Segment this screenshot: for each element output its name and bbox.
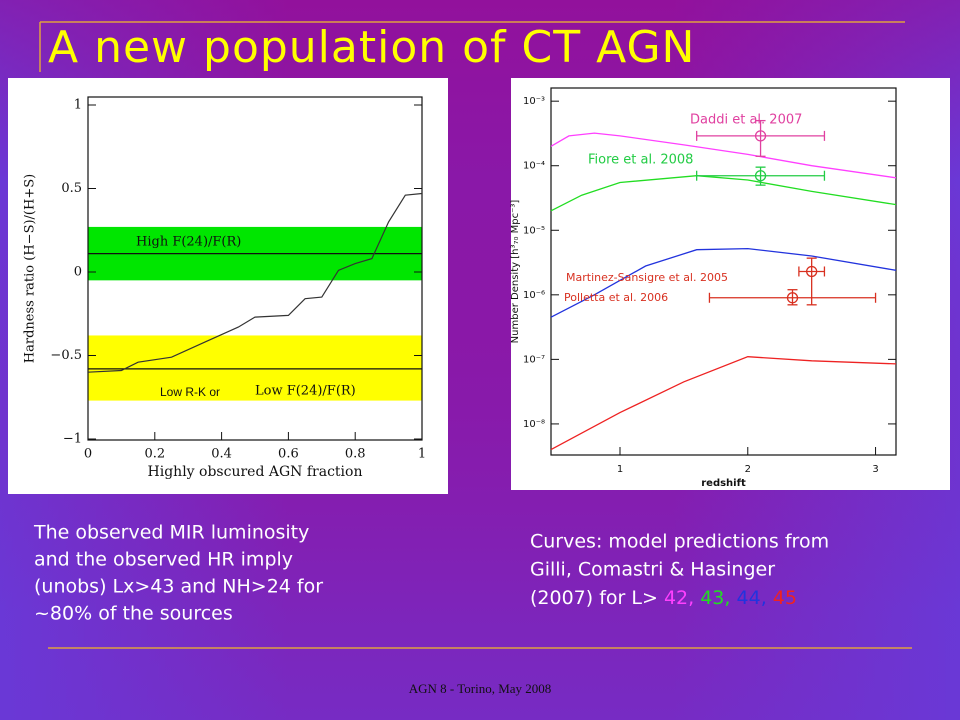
y-tick-label: −0.5 — [50, 348, 82, 363]
caption-model: 42 — [664, 587, 688, 609]
x-tick-label: 0.4 — [211, 447, 232, 462]
y-tick-label: 0 — [74, 265, 82, 280]
data-line — [550, 356, 897, 451]
x-tick-label: 1 — [617, 464, 623, 475]
data-point — [754, 130, 767, 142]
caption-line: (unobs) Lx>43 and NH>24 for — [34, 576, 323, 598]
x-tick-label: 0.8 — [345, 447, 366, 462]
data-point — [754, 170, 767, 182]
footer: AGN 8 - Torino, May 2008 — [409, 681, 552, 696]
caption-line: (2007) for L> 42, 43, 44, 45 — [530, 587, 797, 609]
y-tick-label: 10⁻⁶ — [523, 290, 545, 301]
caption-prefix: (2007) for L> — [530, 587, 658, 609]
y-tick-label: 10⁻⁸ — [523, 419, 545, 430]
caption-line: The observed MIR luminosity — [33, 522, 309, 544]
caption-separator: , — [761, 587, 767, 609]
caption-model: 44 — [737, 587, 761, 609]
annotation: Low F(24)/F(R) — [255, 384, 356, 399]
y-tick-label: 10⁻⁴ — [523, 161, 545, 172]
caption-model: 45 — [773, 587, 797, 609]
annotation: High F(24)/F(R) — [136, 235, 241, 250]
x-tick-label: 0.2 — [144, 447, 165, 462]
y-tick-label: 10⁻⁵ — [523, 225, 545, 236]
point-label: Daddi et al. 2007 — [690, 113, 802, 128]
caption-line: and the observed HR imply — [34, 549, 293, 571]
y-axis-label: Number Density [h³₇₀ Mpc⁻³] — [510, 200, 521, 344]
caption-model: 43 — [700, 587, 724, 609]
y-tick-label: −1 — [63, 432, 82, 447]
point-label: Fiore et al. 2008 — [588, 153, 693, 168]
chart-panel — [511, 78, 950, 490]
caption-line: Gilli, Comastri & Hasinger — [530, 559, 775, 581]
data-line — [87, 192, 423, 373]
caption-line: Curves: model predictions from — [530, 531, 829, 553]
y-tick-label: 1 — [74, 98, 82, 113]
plot-frame — [550, 87, 897, 456]
x-tick-label: 2 — [745, 464, 751, 475]
x-tick-label: 0.6 — [278, 447, 299, 462]
y-tick-label: 10⁻³ — [523, 96, 545, 107]
caption-separator: , — [688, 587, 694, 609]
data-point — [786, 292, 799, 304]
plot-frame — [87, 96, 423, 441]
caption-separator: , — [724, 587, 730, 609]
chart-panel — [8, 78, 448, 494]
caption-line: ~80% of the sources — [34, 603, 233, 625]
x-axis-label: redshift — [701, 478, 746, 489]
point-label: Polletta et al. 2006 — [564, 291, 668, 304]
x-tick-label: 1 — [418, 447, 426, 462]
band — [88, 335, 422, 401]
y-tick-label: 10⁻⁷ — [523, 354, 545, 365]
x-axis-label: Highly obscured AGN fraction — [148, 464, 363, 480]
data-point — [806, 265, 818, 278]
data-line — [550, 132, 897, 179]
annotation: Low R-K or — [160, 385, 220, 399]
y-tick-label: 0.5 — [61, 181, 82, 196]
x-tick-label: 0 — [84, 447, 92, 462]
x-tick-label: 3 — [872, 464, 878, 475]
point-label: Martinez-Sansigre et al. 2005 — [566, 271, 728, 284]
slide-title: A new population of CT AGN — [48, 22, 695, 73]
y-axis-label: Hardness ratio (H−S)/(H+S) — [23, 174, 38, 363]
data-line — [550, 247, 897, 318]
